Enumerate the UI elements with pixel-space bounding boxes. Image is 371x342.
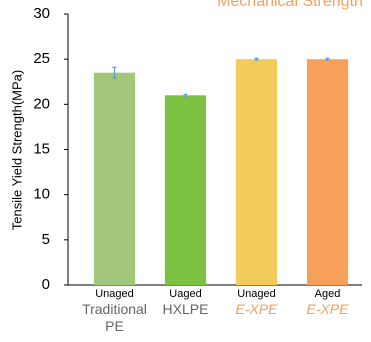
bar (235, 59, 278, 285)
x-tick-label: Aged (315, 288, 341, 300)
x-tick-label: Unaged (95, 288, 134, 300)
chart-title: Mechanical Strength (217, 0, 363, 10)
bar (164, 95, 207, 285)
error-bar (112, 66, 117, 79)
group-label: Traditional PE (82, 301, 147, 334)
group-label: E-XPE (306, 301, 349, 317)
y-axis-label: Tensile Yield Strength(MPa) (9, 70, 24, 230)
y-tick-label: 25 (33, 50, 50, 67)
y-tick-label: 15 (33, 140, 50, 157)
group-label: E-XPE (235, 301, 278, 317)
y-tick-label: 20 (33, 95, 50, 112)
y-tick-label: 0 (42, 276, 50, 293)
x-tick-label: Unaged (237, 288, 276, 300)
error-bar (325, 57, 330, 61)
error-bar (254, 57, 259, 61)
group-label-box: HXLPE (162, 301, 209, 317)
group-label: HXLPE (162, 301, 209, 317)
y-tick-label: 30 (33, 5, 50, 22)
error-bar (183, 93, 188, 97)
y-tick-label: 5 (42, 231, 50, 248)
group-label-box: Traditional PE (82, 301, 147, 334)
y-tick-label: 10 (33, 186, 50, 203)
bar (306, 59, 349, 285)
group-label-box: E-XPE (235, 301, 278, 317)
group-label-box: E-XPE (306, 301, 349, 317)
bar (93, 72, 136, 285)
x-tick-label: Uaged (169, 288, 201, 300)
